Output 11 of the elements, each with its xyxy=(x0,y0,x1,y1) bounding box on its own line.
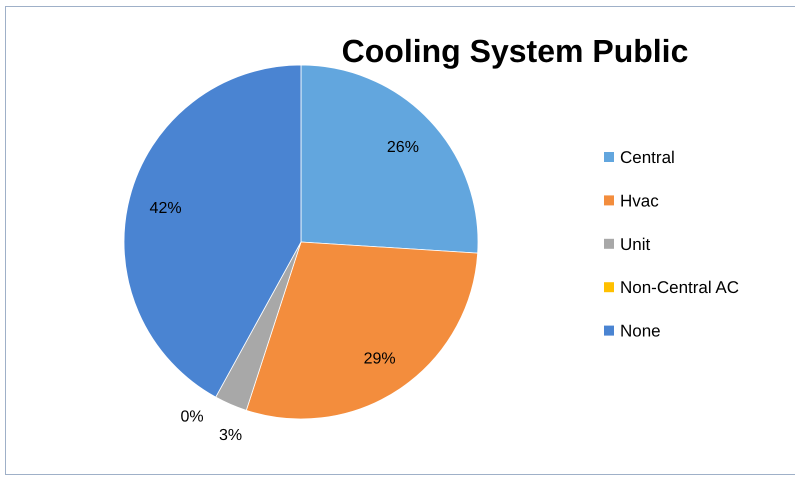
chart-title: Cooling System Public xyxy=(342,33,688,69)
data-label: 3% xyxy=(218,427,242,444)
text: 0% xyxy=(180,408,204,426)
data-label: 26% xyxy=(386,138,419,156)
data-label: 29% xyxy=(364,350,396,368)
legend-label: Central xyxy=(620,148,675,167)
legend-label: Non-Central AC xyxy=(620,278,740,298)
legend-label: None xyxy=(620,322,661,341)
legend-label: Hvac xyxy=(620,191,660,210)
data-label: 42% xyxy=(150,200,182,217)
legend-label: Unit xyxy=(620,234,651,254)
